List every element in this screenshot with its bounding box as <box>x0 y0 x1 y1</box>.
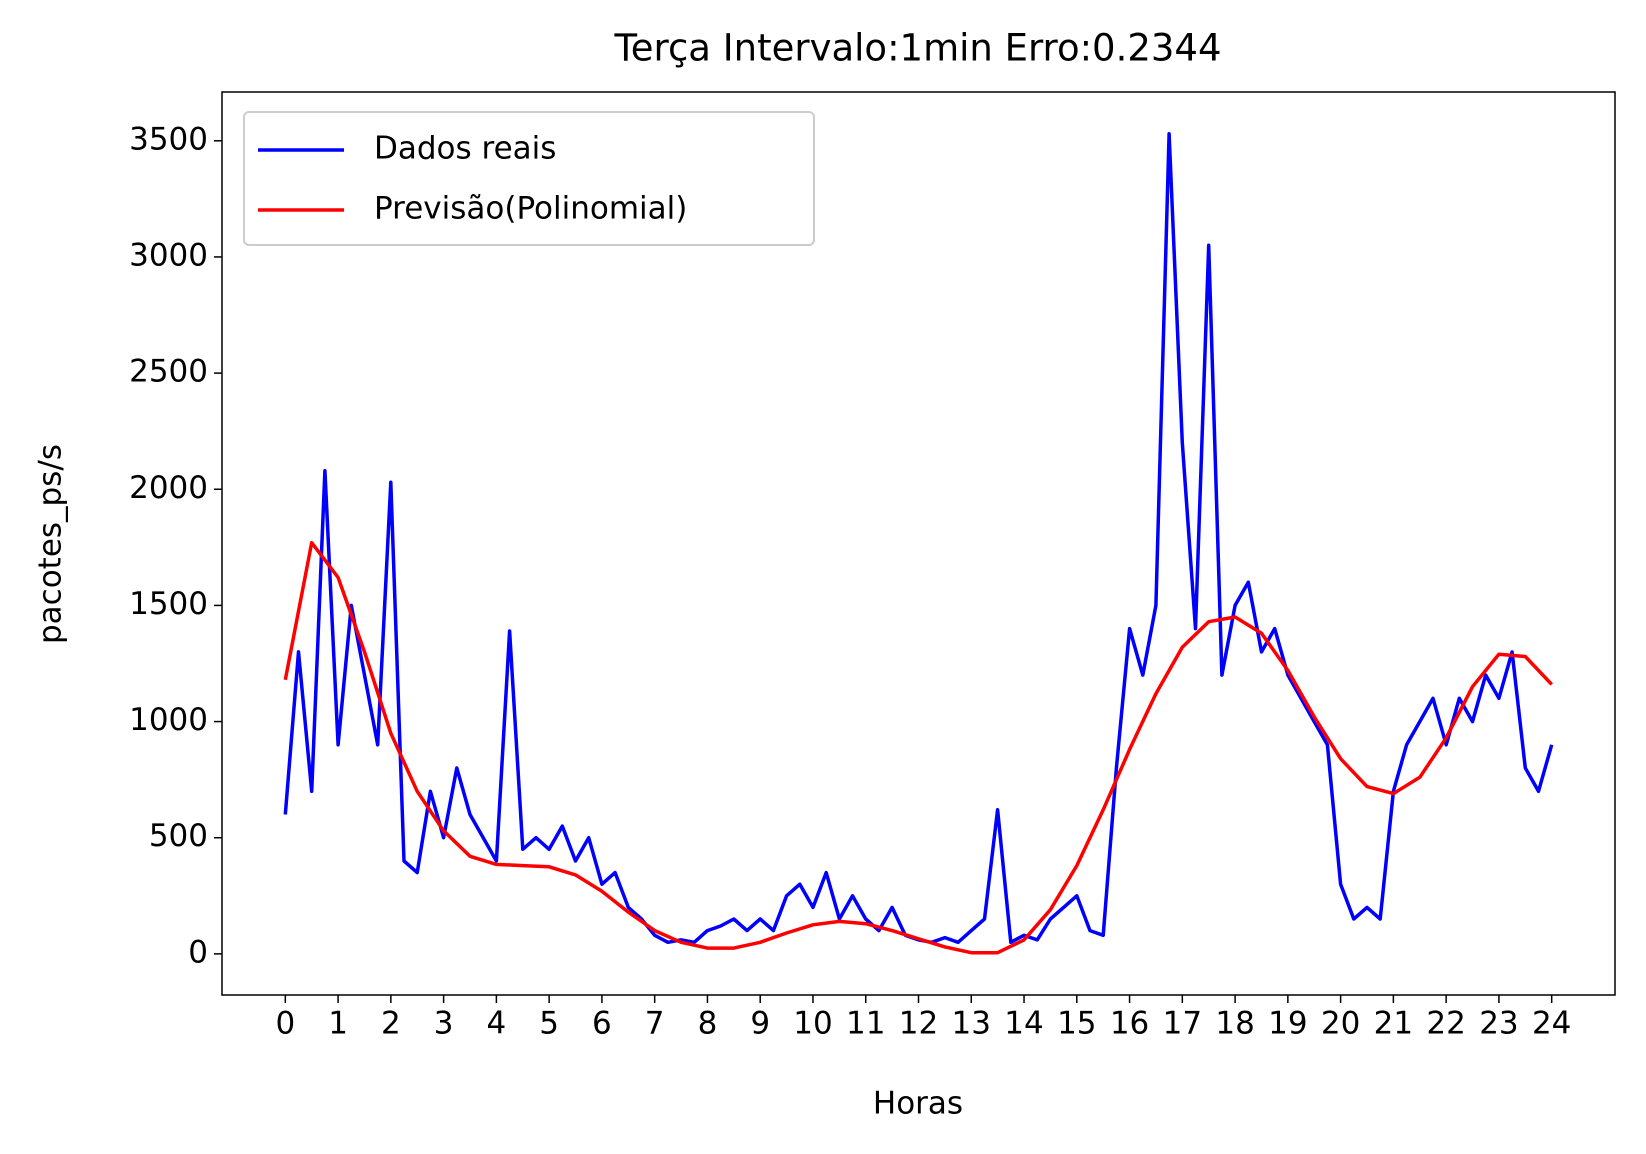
x-tick-label: 2 <box>381 1006 401 1042</box>
x-tick-label: 12 <box>899 1006 938 1042</box>
x-tick-label: 19 <box>1268 1006 1307 1042</box>
x-tick-label: 17 <box>1163 1006 1202 1042</box>
x-tick-label: 18 <box>1215 1006 1254 1042</box>
x-tick-label: 13 <box>952 1006 991 1042</box>
x-tick-label: 5 <box>539 1006 559 1042</box>
legend-box <box>243 111 815 246</box>
x-tick-label: 11 <box>846 1006 885 1042</box>
x-tick-label: 7 <box>645 1006 665 1042</box>
x-tick-label: 9 <box>750 1006 770 1042</box>
x-tick-label: 22 <box>1426 1006 1465 1042</box>
x-tick-label: 0 <box>275 1006 295 1042</box>
y-tick-label: 500 <box>149 818 208 854</box>
y-tick-label: 3500 <box>129 121 208 157</box>
x-tick-label: 1 <box>328 1006 348 1042</box>
x-tick-label: 14 <box>1004 1006 1043 1042</box>
x-tick-label: 20 <box>1321 1006 1360 1042</box>
y-tick-label: 1500 <box>129 586 208 622</box>
legend-label: Dados reais <box>374 131 556 167</box>
y-tick-label: 2000 <box>129 470 208 506</box>
x-tick-label: 3 <box>434 1006 454 1042</box>
y-axis-label: pacotes_ps/s <box>33 444 69 644</box>
x-tick-label: 16 <box>1110 1006 1149 1042</box>
plot-frame <box>221 91 1616 996</box>
x-axis-label: Horas <box>873 1086 963 1122</box>
legend-label: Previsão(Polinomial) <box>374 191 687 227</box>
x-tick-label: 24 <box>1532 1006 1571 1042</box>
x-tick-label: 23 <box>1479 1006 1518 1042</box>
y-tick-label: 2500 <box>129 354 208 390</box>
y-tick-label: 3000 <box>129 237 208 273</box>
x-tick-label: 21 <box>1374 1006 1413 1042</box>
chart-title: Terça Intervalo:1min Erro:0.2344 <box>613 27 1221 70</box>
data-line <box>283 540 1553 955</box>
legend: Dados reais Previsão(Polinomial) <box>243 111 815 246</box>
x-tick-label: 15 <box>1057 1006 1096 1042</box>
data-line <box>283 132 1554 945</box>
x-tick-label: 8 <box>698 1006 718 1042</box>
y-tick-label: 0 <box>188 934 208 970</box>
x-tick-label: 6 <box>592 1006 612 1042</box>
x-tick-label: 4 <box>487 1006 507 1042</box>
x-tick-label: 10 <box>793 1006 832 1042</box>
y-tick-label: 1000 <box>129 702 208 738</box>
